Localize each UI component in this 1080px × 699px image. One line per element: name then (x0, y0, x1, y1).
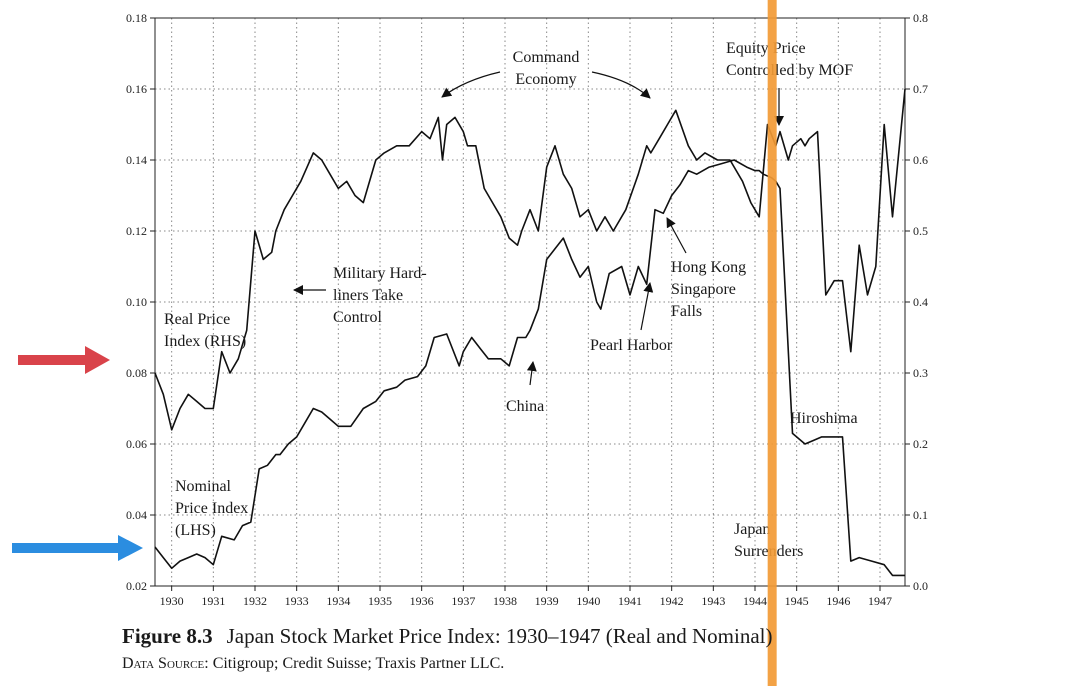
data-source-text: Citigroup; Credit Suisse; Traxis Partner… (212, 655, 505, 672)
annotation-equity-price-mof-line: Equity Price (726, 40, 806, 57)
annotation-china: China (506, 398, 544, 415)
red-arrow-real-index (18, 346, 110, 374)
annotation-military-hardliners: Military Hard-liners Take Control (333, 265, 427, 326)
y-left-tick-label-0.04: 0.04 (126, 508, 147, 522)
y-right-tick-label-0.7: 0.7 (913, 82, 928, 96)
y-right-tick-label-0.4: 0.4 (913, 295, 928, 309)
x-tick-label-1934: 1934 (326, 594, 350, 608)
y-left-tick-label-0.14: 0.14 (126, 153, 147, 167)
y-left-tick-label-0.12: 0.12 (126, 224, 147, 238)
annotation-military-hardliners-line: Military Hard- (333, 265, 427, 282)
annotation-china-line: China (506, 398, 544, 415)
chart-axes: 1930 1931 1932 1933 1934 1935 1936 1937 1938 1939… (126, 11, 928, 608)
annotation-real-price-index: Real Price Index (RHS) (164, 311, 246, 350)
annotation-equity-price-mof: Equity Price Controlled by MOF (726, 40, 853, 79)
annotation-japan-surrenders-line: Japan (734, 521, 770, 538)
annotation-hiroshima-line: Hiroshima (790, 410, 858, 427)
x-tick-label-1940: 1940 (576, 594, 600, 608)
x-tick-label-1938: 1938 (493, 594, 517, 608)
series-line-real (154, 88, 906, 431)
y-right-tick-label-0.5: 0.5 (913, 224, 928, 238)
figure-title: Japan Stock Market Price Index: 1930–194… (226, 624, 773, 648)
x-tick-label-1935: 1935 (368, 594, 392, 608)
x-tick-label-1930: 1930 (160, 594, 184, 608)
data-source-label: Data Source: (122, 655, 209, 672)
x-tick-label-1933: 1933 (285, 594, 309, 608)
figure-caption: Figure 8.3 Japan Stock Market Price Index… (122, 624, 772, 649)
arrow-command-left (441, 71, 501, 98)
y-right-tick-label-0.6: 0.6 (913, 153, 928, 167)
x-tick-label-1936: 1936 (410, 594, 434, 608)
annotation-equity-price-mof-line: Controlled by MOF (726, 62, 853, 79)
chart-overlays (12, 0, 777, 686)
series-line-nominal (154, 159, 905, 577)
y-left-tick-label-0.06: 0.06 (126, 437, 147, 451)
y-right-tick-label-0.0: 0.0 (913, 579, 928, 593)
x-tick-label-1937: 1937 (451, 594, 475, 608)
arrow-command-right (591, 71, 651, 99)
annotation-hiroshima: Hiroshima (790, 410, 858, 427)
annotation-real-price-index-line: Real Price (164, 311, 230, 328)
x-tick-label-1942: 1942 (660, 594, 684, 608)
y-left-tick-label-0.02: 0.02 (126, 579, 147, 593)
chart-annotations: Command Economy Equity Price Controlled by … (164, 40, 858, 560)
annotation-pearl-harbor-line: Pearl Harbor (590, 337, 673, 354)
x-tick-label-1945: 1945 (785, 594, 809, 608)
annotation-military-hardliners-line: liners Take (333, 287, 403, 304)
y-right-tick-label-0.2: 0.2 (913, 437, 928, 451)
arrow-china (526, 361, 537, 386)
annotation-pearl-harbor: Pearl Harbor (590, 337, 673, 354)
x-tick-label-1931: 1931 (201, 594, 225, 608)
chart-grid (155, 17, 905, 587)
x-tick-label-1943: 1943 (701, 594, 725, 608)
annotation-nominal-price-index-line: Price Index (175, 500, 248, 517)
annotation-hong-kong-singapore: Hong Kong Singapore Falls (671, 259, 746, 320)
x-tick-label-1947: 1947 (868, 594, 892, 608)
y-right-tick-label-0.1: 0.1 (913, 508, 928, 522)
annotation-real-price-index-line: Index (RHS) (164, 333, 246, 350)
annotation-nominal-price-index: Nominal Price Index (LHS) (175, 478, 248, 539)
annotation-hong-kong-singapore-line: Hong Kong (671, 259, 746, 276)
annotation-hong-kong-singapore-line: Singapore (671, 281, 736, 298)
x-tick-label-1946: 1946 (826, 594, 850, 608)
annotation-command-economy: Command Economy (513, 49, 580, 88)
chart-series (154, 88, 906, 577)
annotation-nominal-price-index-line: Nominal (175, 478, 232, 495)
x-tick-label-1944: 1944 (743, 594, 767, 608)
y-left-tick-label-0.08: 0.08 (126, 366, 147, 380)
annotation-hong-kong-singapore-line: Falls (671, 303, 702, 320)
y-left-tick-label-0.16: 0.16 (126, 82, 147, 96)
arrow-pearl-harbor (640, 282, 654, 331)
figure-number: Figure 8.3 (122, 624, 213, 648)
x-tick-label-1941: 1941 (618, 594, 642, 608)
y-left-tick-label-0.18: 0.18 (126, 11, 147, 25)
arrow-hong-kong (666, 217, 687, 254)
x-tick-label-1932: 1932 (243, 594, 267, 608)
annotation-command-economy-line: Economy (515, 71, 576, 88)
data-source: Data Source: Citigroup; Credit Suisse; Tr… (122, 655, 504, 673)
annotation-nominal-price-index-line: (LHS) (175, 522, 216, 539)
x-tick-label-1939: 1939 (535, 594, 559, 608)
y-left-tick-label-0.10: 0.10 (126, 295, 147, 309)
y-right-tick-label-0.8: 0.8 (913, 11, 928, 25)
annotation-military-hardliners-line: Control (333, 309, 382, 326)
blue-arrow-nominal-index (12, 535, 143, 561)
y-right-tick-label-0.3: 0.3 (913, 366, 928, 380)
vertical-marker-line (767, 0, 777, 686)
annotation-command-economy-line: Command (513, 49, 580, 66)
